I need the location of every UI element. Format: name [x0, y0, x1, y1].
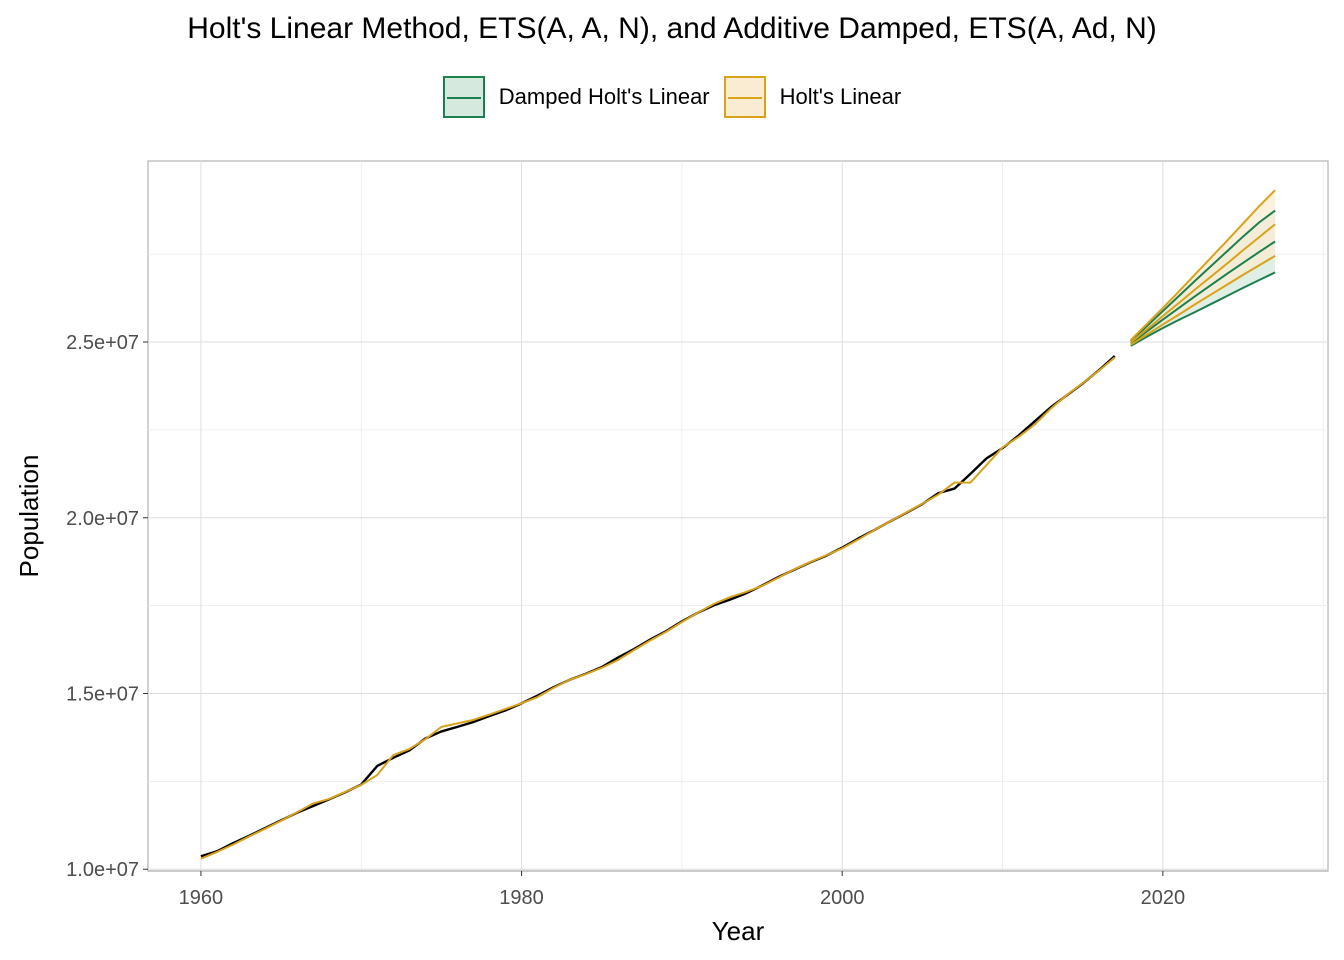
y-tick-label: 2.5e+07 [66, 332, 139, 354]
plot-panel [147, 160, 1329, 872]
holt-lower-bound-line [1130, 255, 1276, 346]
x-tick-label: 2000 [820, 887, 865, 909]
damped-lower-bound-line [1130, 271, 1276, 347]
legend-item-holt: Holt's Linear [723, 76, 902, 118]
legend: Damped Holt's Linear Holt's Linear [0, 76, 1344, 118]
axes: 1960 1980 2000 2020 1.0e+07 1.5e+07 2.0e+07 2.5… [66, 332, 1328, 909]
holt-forecast-line [1130, 223, 1276, 344]
damped-upper-bound-line [1130, 209, 1276, 342]
legend-label-damped: Damped Holt's Linear [498, 84, 710, 109]
legend-key-holt [723, 76, 766, 118]
legend-key-damped [442, 76, 485, 118]
y-tick-label: 1.0e+07 [66, 859, 139, 881]
fitted-values-line [200, 356, 1116, 860]
legend-label-holt: Holt's Linear [779, 84, 902, 109]
series-lines [200, 189, 1276, 860]
x-tick-label: 1980 [499, 887, 544, 909]
y-tick-label: 1.5e+07 [66, 684, 139, 706]
damped-forecast-line [1130, 240, 1276, 345]
legend-item-damped: Damped Holt's Linear [442, 76, 710, 118]
y-tick-label: 2.0e+07 [66, 508, 139, 530]
holt-upper-bound-line [1130, 189, 1276, 341]
grid [148, 161, 1328, 871]
x-tick-label: 2020 [1141, 887, 1186, 909]
chart-title: Holt's Linear Method, ETS(A, A, N), and … [187, 12, 1157, 45]
x-axis-title: Year [712, 916, 765, 946]
x-tick-label: 1960 [179, 887, 224, 909]
y-axis-title: Population [14, 455, 44, 578]
